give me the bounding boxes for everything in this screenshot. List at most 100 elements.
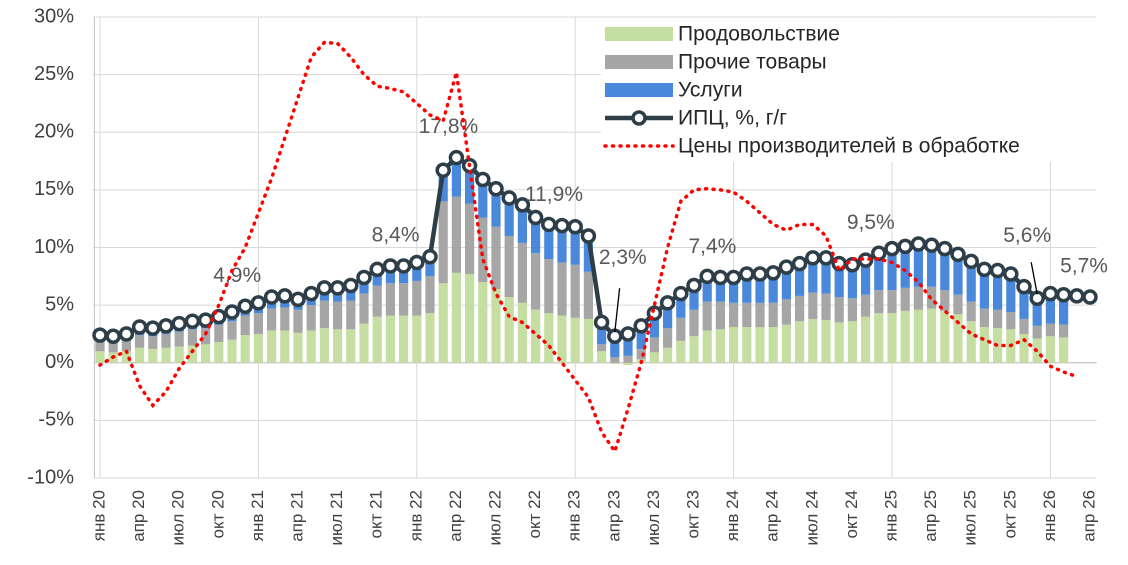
legend-label: Прочие товары — [678, 51, 827, 74]
y-tick-label: 0% — [45, 351, 74, 373]
cpi-marker — [488, 180, 504, 197]
bar-segment — [385, 283, 395, 316]
y-tick-label: -10% — [27, 466, 74, 488]
bar-segment — [1045, 323, 1055, 337]
bar-segment — [940, 290, 950, 311]
bar-segment — [319, 300, 329, 329]
bar-segment — [451, 157, 461, 197]
cpi-marker — [303, 285, 319, 302]
bar-segment — [557, 225, 567, 263]
cpi-marker — [963, 253, 979, 270]
bar-segment — [399, 315, 409, 363]
y-tick-label: -5% — [38, 409, 74, 431]
bar-segment — [755, 302, 765, 328]
bar-segment — [887, 248, 897, 291]
leader-line — [1030, 262, 1038, 295]
cpi-marker — [1082, 289, 1098, 305]
bar-segment — [966, 321, 976, 363]
cpi-marker — [897, 238, 913, 255]
bar-segment — [174, 331, 184, 347]
x-tick-label: июл 25 — [961, 490, 980, 545]
bar-segment — [491, 226, 501, 289]
bar-segment — [359, 293, 369, 324]
bar-segment — [372, 316, 382, 363]
legend-marker — [631, 110, 647, 126]
bar-segment — [359, 323, 369, 363]
bar-segment — [689, 336, 699, 363]
cpi-marker — [937, 240, 953, 257]
bar-segment — [1019, 333, 1029, 363]
bar-segment — [583, 271, 593, 319]
bar-segment — [95, 342, 105, 352]
cpi-marker — [778, 259, 795, 275]
bar-segment — [465, 203, 475, 275]
cpi-marker — [844, 257, 861, 273]
bar-segment — [253, 313, 263, 334]
data-label: 4,9% — [213, 264, 261, 287]
x-tick-label: апр 26 — [1079, 490, 1098, 542]
cpi-marker — [92, 327, 108, 343]
cpi-marker — [184, 313, 201, 330]
bar-segment — [729, 302, 739, 328]
bar-segment — [557, 315, 567, 363]
bar-segment — [623, 331, 633, 356]
bar-segment — [227, 339, 237, 363]
bar-segment — [795, 321, 805, 363]
bar-segment — [465, 165, 475, 204]
x-tick-label: апр 25 — [921, 490, 940, 542]
bar-segment — [135, 347, 145, 363]
bar-segment — [953, 254, 963, 295]
bar-segment — [966, 261, 976, 302]
cpi-marker — [712, 269, 729, 286]
bar-segment — [412, 262, 422, 281]
bar-segment — [1059, 337, 1069, 363]
bar-segment — [451, 196, 461, 273]
bar-segment — [900, 246, 910, 288]
bar-segment — [887, 313, 897, 363]
cpi-marker — [290, 291, 306, 308]
cpi-marker — [1003, 266, 1019, 282]
bar-segment — [201, 328, 211, 345]
cpi-marker — [369, 261, 385, 278]
x-tick-label: янв 25 — [881, 490, 900, 541]
bar-segment — [768, 327, 778, 363]
bar-segment — [742, 302, 752, 328]
bar-segment — [1059, 324, 1069, 338]
bar-segment — [504, 235, 514, 298]
bar-segment — [372, 285, 382, 317]
cpi-marker — [659, 295, 676, 311]
cpi-marker — [395, 258, 412, 274]
bar-segment — [927, 245, 937, 287]
x-tick-label: янв 21 — [248, 490, 267, 541]
data-label: 9,5% — [847, 211, 895, 234]
bar-segment — [478, 179, 488, 218]
cpi-marker — [329, 280, 346, 296]
bar-segment — [927, 308, 937, 363]
cpi-marker — [884, 240, 900, 257]
bar-segment — [623, 355, 633, 363]
bar-segment — [531, 253, 541, 310]
bar-segment — [847, 264, 857, 299]
bar-segment — [372, 269, 382, 286]
bar-segment — [201, 344, 211, 363]
bar-segment — [544, 259, 554, 314]
bar-segment — [570, 264, 580, 318]
bar-segment — [742, 327, 752, 363]
bar-segment — [649, 352, 659, 363]
x-tick-label: окт 21 — [367, 490, 386, 539]
bar-segment — [517, 302, 527, 363]
bar-segment — [636, 348, 646, 360]
leader-line — [614, 288, 621, 333]
bar-segment — [438, 283, 448, 363]
bar-segment — [821, 293, 831, 321]
cpi-marker — [118, 326, 135, 342]
bar-segment — [768, 272, 778, 303]
bar-segment — [95, 351, 105, 363]
bar-segment — [795, 263, 805, 296]
data-label: 8,4% — [372, 223, 420, 246]
bar-segment — [636, 325, 646, 349]
bar-segment — [399, 283, 409, 316]
legend-label: Услуги — [678, 79, 743, 102]
bar-segment — [451, 272, 461, 363]
y-tick-label: 25% — [34, 63, 74, 85]
